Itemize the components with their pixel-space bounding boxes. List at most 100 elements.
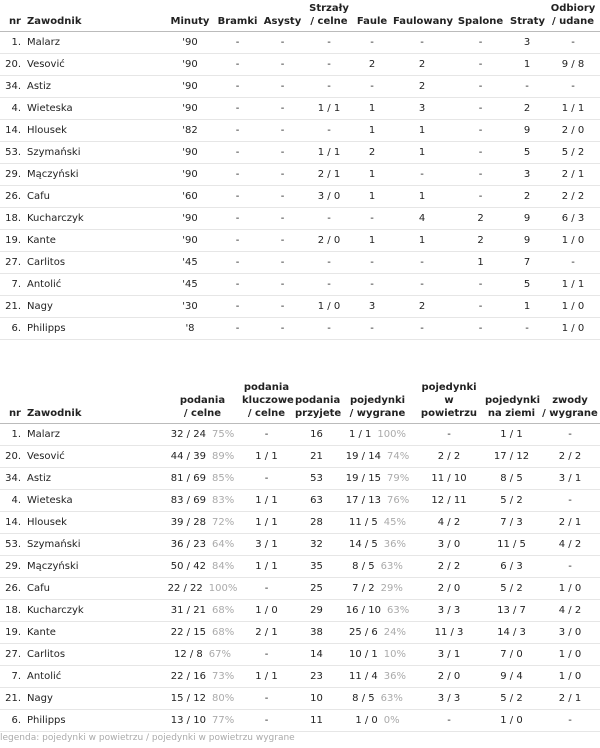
player-name: Kante [25, 621, 165, 644]
stat-cell: 6 / 3 [546, 207, 600, 230]
stat-cell: - [240, 467, 293, 490]
stat-cell: 22 / 16 73% [165, 665, 240, 688]
player-name: Antolić [25, 273, 165, 296]
stat-cell: - [260, 141, 305, 164]
stat-value: 32 / 24 [170, 428, 206, 440]
stat-cell: 2 [508, 185, 546, 208]
stat-cell: 2 / 0 [305, 229, 353, 252]
stat-cell: 11 / 5 [483, 533, 540, 556]
stat-cell: - [215, 97, 260, 120]
player-name: Kucharczyk [25, 599, 165, 622]
header-line: podania [243, 381, 290, 393]
stat-cell: - [260, 207, 305, 230]
stat-cell: 50 / 42 84% [165, 555, 240, 578]
stat-cell: 1 / 1 [483, 423, 540, 446]
player-name: Malarz [25, 423, 165, 446]
stat-percent: 64% [211, 538, 235, 550]
stat-cell: - [353, 273, 391, 296]
stat-percent: 80% [211, 692, 235, 704]
stat-cell: 53 [293, 467, 340, 490]
player-name: Vesović [25, 53, 165, 76]
stat-cell: - [546, 75, 600, 98]
player-number: 21. [0, 687, 25, 710]
player-name: Mączyński [25, 555, 165, 578]
stat-cell: 9 / 4 [483, 665, 540, 688]
stat-cell: 1 / 1 [546, 273, 600, 296]
stat-cell: - [305, 53, 353, 76]
stat-value: 10 / 1 [348, 648, 378, 660]
stat-cell: 36 / 23 64% [165, 533, 240, 556]
stat-value: 81 / 69 [170, 472, 206, 484]
stat-cell: 2 / 0 [546, 119, 600, 142]
stat-cell: - [305, 273, 353, 296]
stat-cell: - [305, 207, 353, 230]
stat-cell: - [240, 423, 293, 446]
stat-cell: - [215, 119, 260, 142]
stat-cell: 1 [353, 163, 391, 186]
stat-cell: - [353, 251, 391, 274]
stat-cell: - [240, 687, 293, 710]
player-name: Carlitos [25, 251, 165, 274]
stat-cell: - [508, 317, 546, 340]
stat-value: 13 / 10 [170, 714, 206, 726]
player-number: 14. [0, 511, 25, 534]
player-stats-table: nr Zawodnik Minuty Bramki Asysty Strzały / cel… [0, 0, 600, 340]
stat-cell: 1 / 1 100% [340, 423, 415, 446]
stat-cell: - [260, 317, 305, 340]
column-header: pojedynki na ziemi [483, 378, 540, 424]
stat-percent: 68% [211, 626, 235, 638]
stat-cell: 3 [391, 97, 453, 120]
player-name: Astiz [25, 467, 165, 490]
player-row: 29. Mączyński 50 / 42 84% 1 / 1 35 8 / 5 63% 2 /… [0, 555, 600, 578]
stat-cell: - [540, 555, 600, 578]
stat-cell: - [453, 141, 508, 164]
stat-cell: - [453, 119, 508, 142]
stat-cell: 1 / 1 [305, 97, 353, 120]
stat-cell: '45 [165, 251, 215, 274]
stat-cell: 2 / 2 [415, 555, 483, 578]
stat-cell: - [240, 577, 293, 600]
stat-value: 31 / 21 [170, 604, 206, 616]
stat-cell: 5 / 2 [546, 141, 600, 164]
player-row: 7. Antolić 22 / 16 73% 1 / 1 23 11 / 4 36% 2 / 0… [0, 665, 600, 688]
player-name: Wieteska [25, 97, 165, 120]
header-line: / celne [183, 407, 222, 419]
stat-percent: 36% [383, 538, 407, 550]
stat-cell: - [453, 185, 508, 208]
stat-value: 16 / 10 [345, 604, 381, 616]
column-header: Faule [353, 0, 391, 32]
stat-cell: 1 / 0 [540, 665, 600, 688]
stat-value: 17 / 13 [345, 494, 381, 506]
stat-cell: - [391, 273, 453, 296]
stat-cell: '45 [165, 273, 215, 296]
stat-cell: - [305, 251, 353, 274]
stat-cell: 11 / 4 36% [340, 665, 415, 688]
stat-cell: 3 / 3 [415, 687, 483, 710]
stat-cell: 3 [508, 163, 546, 186]
stat-cell: 1 / 1 [305, 141, 353, 164]
stat-cell: 5 / 2 [483, 687, 540, 710]
stat-cell: 14 / 5 36% [340, 533, 415, 556]
player-number: 20. [0, 445, 25, 468]
passing-stats-table: nr Zawodnik podania / celne podania kluczowe /… [0, 378, 600, 732]
stat-cell: 6 / 3 [483, 555, 540, 578]
player-number: 6. [0, 709, 25, 732]
stat-cell: 11 / 5 45% [340, 511, 415, 534]
player-row: 27. Carlitos '45- - - - -1 7- [0, 251, 600, 274]
stat-cell: - [215, 273, 260, 296]
stat-cell: 1 [353, 185, 391, 208]
player-row: 19. Kante 22 / 15 68% 2 / 1 38 25 / 6 24% 11 / 3… [0, 621, 600, 644]
column-header: Bramki [215, 0, 260, 32]
stat-cell: 1 / 0 [540, 643, 600, 666]
stat-cell: - [453, 53, 508, 76]
stat-cell: 32 / 24 75% [165, 423, 240, 446]
player-row: 34. Astiz '90- - - -2- - - [0, 75, 600, 98]
header-line: kluczowe [242, 394, 294, 406]
stat-cell: 2 [391, 75, 453, 98]
stat-cell: '90 [165, 31, 215, 54]
player-number: 14. [0, 119, 25, 142]
stat-value: 39 / 28 [170, 516, 206, 528]
stat-value: 8 / 5 [352, 560, 375, 572]
stat-cell: 16 / 10 63% [340, 599, 415, 622]
